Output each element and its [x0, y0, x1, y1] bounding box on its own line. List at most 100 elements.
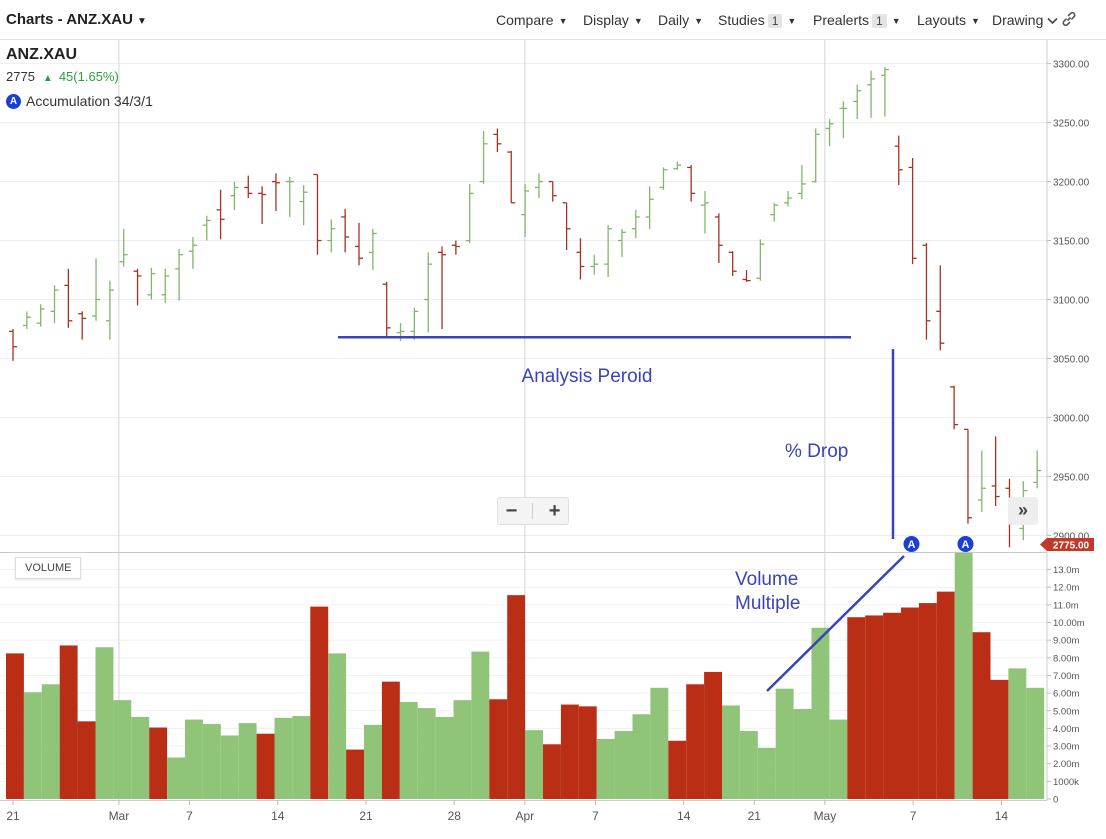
price-tick-label: 3200.00 [1053, 178, 1090, 189]
volume-bar [23, 692, 42, 799]
time-tick-label: 28 [448, 809, 462, 823]
ohlc-bar [797, 165, 806, 200]
volume-tick-label: 6.00m [1053, 689, 1079, 700]
price-summary: 2775 ▲ 45(1.65%) [6, 69, 119, 84]
time-tick-label: 7 [186, 809, 193, 823]
volume-bar [399, 701, 418, 799]
ohlc-bar [1033, 450, 1042, 489]
study-legend[interactable]: A Accumulation 34/3/1 [6, 93, 153, 109]
volume-bar [167, 757, 185, 799]
ohlc-bar [950, 385, 959, 430]
ohlc-bar [230, 181, 239, 210]
volume-bar [149, 727, 168, 799]
volume-bar [972, 632, 991, 799]
layouts-menu[interactable]: Layouts ▼ [917, 12, 980, 28]
zoom-out-button[interactable]: − [505, 499, 518, 522]
ohlc-bar [534, 173, 543, 199]
volume-bar [185, 719, 203, 799]
volume-bar [113, 700, 132, 799]
ohlc-bar [701, 191, 709, 234]
ohlc-bar [327, 219, 336, 253]
ohlc-bar [756, 239, 765, 281]
ohlc-bar [908, 157, 917, 265]
volume-bar [364, 724, 382, 799]
signal-badge-circle [903, 536, 920, 552]
caret-down-icon: ▼ [558, 16, 568, 26]
studies-menu-label: Studies [718, 12, 765, 28]
ohlc-bar [105, 280, 114, 340]
ohlc-bar [133, 268, 142, 306]
volume-tick-label: 1000k [1053, 777, 1079, 788]
ohlc-bar [936, 265, 945, 351]
time-tick-label: May [814, 809, 837, 823]
time-tick-label: 21 [359, 809, 373, 823]
volume-bar [668, 740, 687, 799]
volume-axis-ticks: 0 1000k 2.00m 3.00m 4.00m 5.00m 6.00m 7.00m 8.00… [1047, 565, 1085, 806]
volume-bar [847, 617, 866, 799]
time-axis-ticks: 21 Mar 7 14 21 28 Apr 7 14 21 May 7 14 [6, 800, 1008, 823]
analysis-period-label: Analysis Peroid [522, 366, 653, 387]
caret-down-icon: ▼ [971, 16, 980, 26]
chart-title: Charts - ANZ.XAU [6, 11, 133, 28]
volume-bar [238, 723, 257, 799]
link-icon[interactable] [1061, 11, 1077, 27]
drawing-menu[interactable]: Drawing [992, 12, 1058, 28]
pct-drop-label: % Drop [785, 441, 848, 462]
chart-title-menu[interactable]: Charts - ANZ.XAU ▼ [6, 11, 147, 28]
ohlc-bar [216, 189, 225, 240]
volume-bar [739, 731, 758, 799]
volume-multiple-label: Multiple [735, 593, 800, 614]
price-tick-label: 3300.00 [1053, 60, 1090, 71]
display-menu[interactable]: Display ▼ [583, 12, 643, 28]
ohlc-bar [50, 285, 59, 324]
volume-bar [77, 721, 96, 799]
daily-menu-label: Daily [658, 12, 690, 28]
zoom-divider [532, 503, 534, 519]
compare-menu[interactable]: Compare ▼ [496, 12, 568, 28]
ohlc-bar [714, 213, 723, 263]
study-signal-icon: A [6, 93, 21, 109]
signal-badge-label: A [962, 539, 970, 551]
ohlc-bar [617, 228, 626, 258]
zoom-controls: − + [497, 497, 569, 525]
ohlc-bar [770, 202, 779, 222]
daily-menu[interactable]: Daily ▼ [658, 12, 703, 28]
ohlc-bar [631, 209, 640, 239]
accumulation-signal-icon: A [903, 536, 920, 552]
volume-bar [865, 615, 884, 799]
caret-down-icon: ▼ [694, 16, 704, 26]
volume-bar [274, 717, 293, 799]
last-price-tag: 2775.00 [1040, 538, 1094, 552]
ohlc-bar [22, 311, 31, 330]
volume-bar [901, 607, 919, 799]
ohlc-bars [9, 67, 1042, 548]
ohlc-bar [78, 311, 87, 340]
volume-tick-label: 5.00m [1053, 706, 1079, 717]
ohlc-bar [451, 240, 460, 255]
volume-bar [507, 595, 526, 799]
volume-bar [722, 705, 740, 799]
compare-menu-label: Compare [496, 12, 554, 28]
volume-bar [6, 653, 24, 799]
volume-bar [686, 684, 705, 799]
scroll-forward-button[interactable]: » [1008, 497, 1038, 525]
volume-bar [256, 733, 275, 799]
volume-bar [560, 704, 579, 799]
zoom-in-button[interactable]: + [548, 499, 561, 522]
prealerts-menu[interactable]: Prealerts 1 ▼ [813, 12, 901, 28]
price-tick-label: 3050.00 [1053, 355, 1090, 366]
volume-tick-label: 2.00m [1053, 759, 1079, 770]
ohlc-bar [548, 180, 557, 202]
caret-down-icon: ▼ [136, 16, 147, 27]
time-tick-label: 21 [748, 809, 762, 823]
price-tick-label: 3100.00 [1053, 296, 1090, 307]
volume-tick-label: 3.00m [1053, 742, 1079, 753]
prealerts-menu-label: Prealerts [813, 12, 870, 28]
volume-bar [543, 744, 561, 799]
volume-bar [632, 714, 651, 799]
volume-bar [417, 708, 436, 799]
ohlc-bar [9, 329, 17, 361]
studies-menu[interactable]: Studies 1 ▼ [718, 12, 796, 28]
volume-bar [775, 688, 794, 799]
